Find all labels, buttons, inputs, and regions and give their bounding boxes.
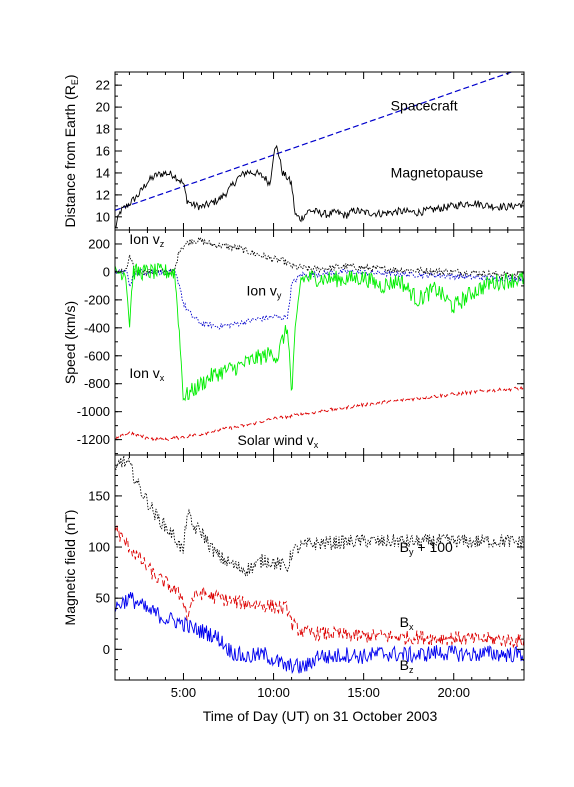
annotation-label: By + 100 bbox=[400, 539, 453, 557]
y-axis-label: Speed (km/s) bbox=[62, 301, 78, 384]
distance-panel: 10 12 14 16 18 20 22 Distance from Earth (RE) Sp… bbox=[62, 71, 525, 231]
x-tick-label: 5:00 bbox=[171, 685, 196, 700]
y-tick-label: 20 bbox=[96, 100, 110, 115]
annotation-label: Magnetopause bbox=[391, 164, 484, 180]
y-tick-label: -200 bbox=[84, 292, 110, 307]
annotation-label: Bz bbox=[400, 657, 414, 675]
magnetic-field-panel: 0 50 100 150 5:00 10:00 15:00 20:00 Magnetic fie… bbox=[62, 454, 525, 700]
plot-area bbox=[115, 72, 524, 229]
series-bx bbox=[115, 525, 524, 649]
annotation-label: Bx bbox=[400, 614, 414, 632]
y-tick-label: 0 bbox=[103, 264, 110, 279]
y-tick-label: 50 bbox=[96, 591, 110, 606]
y-tick-label: -1000 bbox=[77, 404, 110, 419]
plot-frame bbox=[114, 454, 525, 681]
y-tick-label: 18 bbox=[96, 122, 110, 137]
y-tick-label: -1200 bbox=[77, 432, 110, 447]
y-tick-label: -800 bbox=[84, 376, 110, 391]
series-magnetopause bbox=[115, 144, 524, 229]
y-tick-label: 100 bbox=[88, 540, 110, 555]
series-bz bbox=[115, 592, 524, 674]
x-tick-label: 15:00 bbox=[347, 685, 380, 700]
x-tick-label: 20:00 bbox=[437, 685, 470, 700]
series-spacecraft bbox=[115, 72, 514, 211]
series-ion-vy bbox=[115, 268, 524, 330]
plot-area bbox=[115, 235, 524, 443]
series-ion-vz bbox=[115, 235, 524, 280]
y-tick-label: 12 bbox=[96, 187, 110, 202]
y-tick-label: 22 bbox=[96, 78, 110, 93]
y-tick-label: 16 bbox=[96, 144, 110, 159]
y-tick-label: -400 bbox=[84, 320, 110, 335]
speed-panel: -1200 -1000 -800 -600 -400 -200 0 200 Speed (km/… bbox=[62, 229, 525, 456]
series-by-100 bbox=[115, 455, 524, 577]
series-ion-vx bbox=[115, 262, 524, 402]
y-axis-label: Distance from Earth (RE) bbox=[62, 74, 80, 227]
plot-frame bbox=[114, 229, 525, 456]
y-tick-label: -600 bbox=[84, 348, 110, 363]
y-tick-label: 0 bbox=[103, 642, 110, 657]
y-tick-label: 150 bbox=[88, 488, 110, 503]
annotation-label: Solar wind vx bbox=[238, 432, 319, 450]
y-tick-label: 10 bbox=[96, 209, 110, 224]
x-axis-label: Time of Day (UT) on 31 October 2003 bbox=[203, 708, 438, 724]
plot-area bbox=[115, 455, 524, 674]
y-tick-label: 14 bbox=[96, 165, 110, 180]
annotation-label: Ion vx bbox=[129, 365, 164, 383]
annotation-label: Ion vy bbox=[247, 283, 282, 301]
y-axis-label: Magnetic field (nT) bbox=[62, 510, 78, 626]
x-tick-label: 10:00 bbox=[257, 685, 290, 700]
annotation-label: Ion vz bbox=[129, 231, 164, 249]
series-solar-wind-vx bbox=[115, 386, 524, 443]
y-tick-label: 200 bbox=[88, 236, 110, 251]
annotation-label: Spacecraft bbox=[391, 97, 458, 113]
